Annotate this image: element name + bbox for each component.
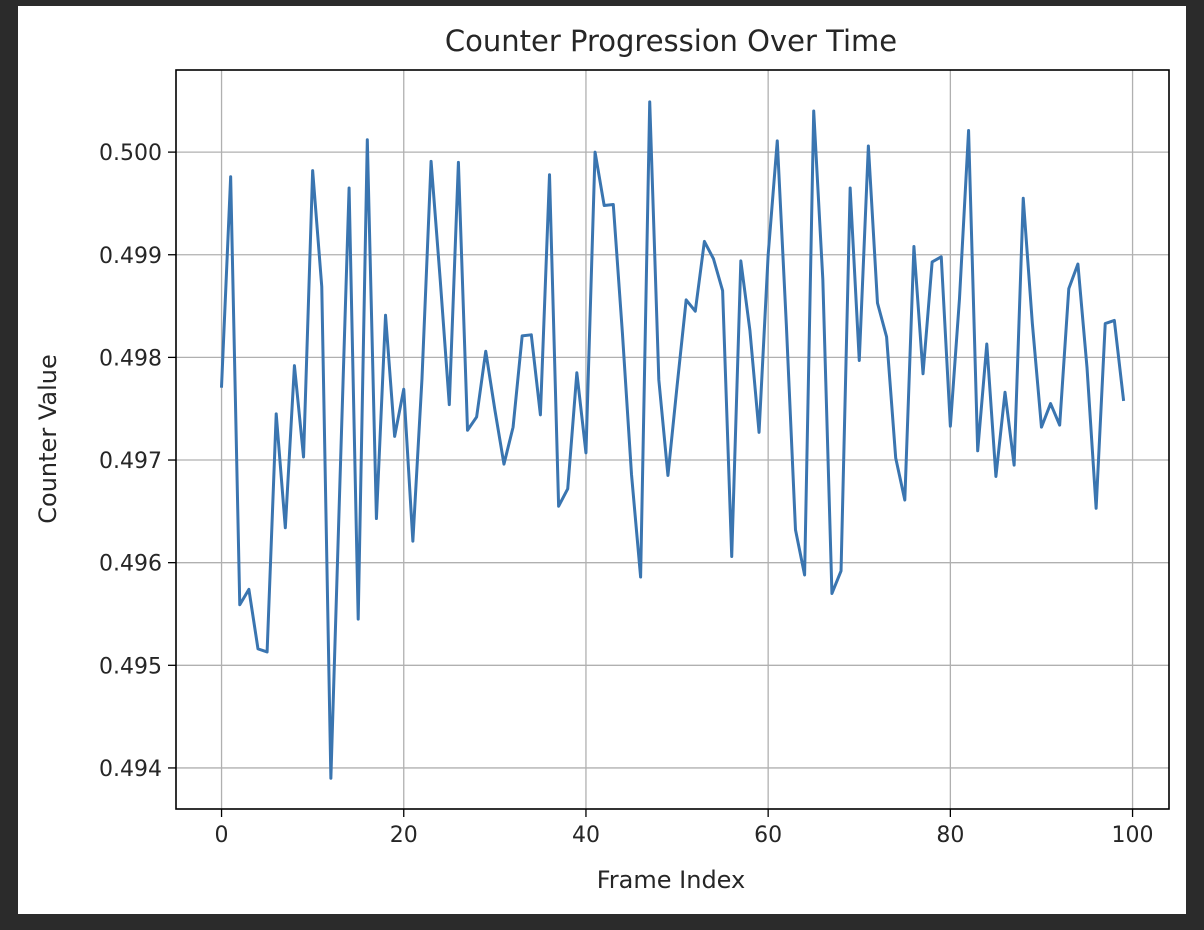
y-tick-label: 0.496 xyxy=(99,552,162,577)
y-tick-label: 0.498 xyxy=(99,346,162,371)
line-chart: Counter Progression Over Time 0 20 40 60 80 1… xyxy=(34,24,1170,894)
x-axis-label: Frame Index xyxy=(597,866,745,894)
y-axis: 0.494 0.495 0.496 0.497 0.498 0.499 0.500 xyxy=(99,141,176,782)
x-tick-label: 80 xyxy=(936,823,964,848)
x-tick-label: 100 xyxy=(1112,823,1154,848)
grid xyxy=(176,70,1169,809)
x-tick-label: 0 xyxy=(215,823,229,848)
series-layer xyxy=(219,100,1126,780)
y-tick-label: 0.494 xyxy=(99,757,162,782)
y-axis-label: Counter Value xyxy=(34,354,62,523)
x-axis: 0 20 40 60 80 100 xyxy=(215,809,1154,848)
y-tick-label: 0.499 xyxy=(99,244,162,269)
y-tick-label: 0.500 xyxy=(99,141,162,166)
x-tick-label: 60 xyxy=(754,823,782,848)
y-tick-label: 0.495 xyxy=(99,654,162,679)
series-line xyxy=(219,100,1126,780)
plot-frame xyxy=(175,69,1170,810)
x-tick-label: 20 xyxy=(390,823,418,848)
chart-title: Counter Progression Over Time xyxy=(445,24,897,58)
chart-figure: Counter Progression Over Time 0 20 40 60 80 1… xyxy=(18,6,1186,914)
y-tick-label: 0.497 xyxy=(99,449,162,474)
x-tick-label: 40 xyxy=(572,823,600,848)
